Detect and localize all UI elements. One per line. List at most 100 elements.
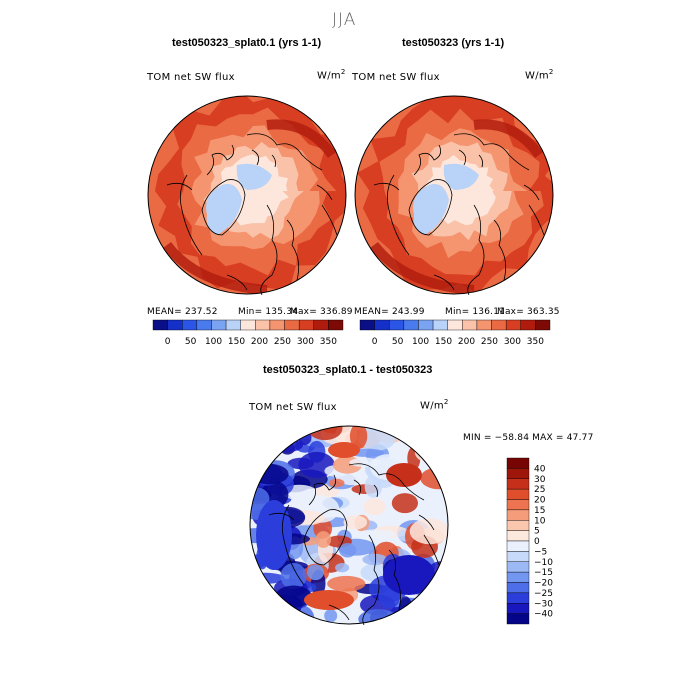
coastline [260, 204, 278, 295]
contour-blob [407, 614, 436, 623]
contour-blob [425, 431, 448, 450]
coastline [316, 184, 338, 236]
coastline [353, 479, 378, 498]
coastline [286, 219, 300, 281]
contour-blob [280, 563, 307, 590]
arctic-low-band [443, 163, 479, 190]
coastline [433, 274, 455, 291]
contour-blob [327, 575, 366, 592]
coastline [226, 274, 248, 291]
panel2-max: Max= 363.35 [497, 307, 560, 317]
map-boundary [354, 95, 554, 295]
coastline [251, 149, 276, 168]
contour-blob [250, 442, 273, 462]
coastline [493, 219, 507, 281]
positive-anomaly [386, 463, 422, 487]
colorbar-box [506, 592, 530, 604]
colorbar-tick-label: 40 [534, 464, 546, 474]
contour-blob [250, 584, 270, 596]
coastline [388, 549, 402, 611]
contour-blob [250, 602, 274, 614]
colorbar-tick-label: 50 [392, 337, 404, 347]
colorbar-box [535, 319, 551, 331]
coastlines [268, 463, 440, 625]
coastlines [373, 133, 545, 295]
positive-anomaly [328, 442, 360, 458]
coastline [467, 204, 485, 295]
contour-blob [427, 581, 448, 591]
colorbar-tick-label: 50 [185, 337, 197, 347]
colorbar-tick-label: 0 [534, 537, 540, 547]
contour-blob [252, 443, 281, 453]
colorbar-tick-label: 25 [534, 485, 545, 495]
coastline [523, 184, 545, 236]
colorbar-tick-label: −15 [534, 568, 553, 578]
colorbar-box [403, 319, 419, 331]
colorbar-box [313, 319, 329, 331]
colorbar-tick-label: 5 [534, 527, 540, 537]
contour-blob [250, 440, 265, 456]
colorbar-box [182, 319, 198, 331]
colorbar-tick-label: 350 [320, 337, 337, 347]
colorbar-box [506, 613, 530, 625]
panel2-mean: MEAN= 243.99 [354, 307, 425, 317]
colorbar-tick-label: 10 [534, 516, 546, 526]
coastline [408, 179, 453, 236]
colorbar-box [255, 319, 271, 331]
contour-blob [335, 563, 350, 573]
field-shading [148, 96, 346, 294]
map-boundary [147, 95, 347, 295]
colorbar-box [506, 530, 530, 542]
contour-blob [328, 478, 345, 488]
colorbar-box [506, 478, 530, 490]
diff-title: test050323_splat0.1 - test050323 [263, 364, 433, 376]
coastlines [166, 133, 338, 295]
contour-blob [362, 553, 388, 566]
colorbar-box [506, 571, 530, 583]
panel1-colorbar: 0 50 100 150 200 250 300 350 [152, 319, 344, 347]
colorbar-tick-label: 150 [435, 337, 452, 347]
negative-anomaly [256, 500, 292, 570]
colorbar-box [328, 319, 344, 331]
high-band [473, 119, 544, 159]
panel1-title: test050323_splat0.1 (yrs 1-1) [172, 37, 322, 49]
colorbar-tick-label: 200 [251, 337, 268, 347]
colorbar-box [374, 319, 390, 331]
contour-blob [429, 426, 448, 444]
colorbar-box [506, 457, 530, 469]
colorbar-box [506, 603, 530, 614]
coastline [268, 504, 305, 586]
contour-blob [339, 543, 357, 558]
greenland-low-band [206, 184, 242, 235]
colorbar-box [506, 540, 530, 552]
coastline [413, 144, 442, 176]
colorbar-tick-label: 0 [165, 337, 171, 347]
colorbar-tick-label: −30 [534, 599, 553, 609]
diff-map [249, 425, 449, 625]
high-band [370, 241, 475, 294]
colorbar-tick-label: 150 [228, 337, 245, 347]
colorbar-tick-label: 100 [205, 337, 222, 347]
panel1-mean: MEAN= 237.52 [147, 307, 218, 317]
colorbar-box [432, 319, 448, 331]
coastline [328, 604, 350, 621]
colorbar-box [211, 319, 227, 331]
panel1-units: W/m2 [317, 68, 346, 82]
colorbar-tick-label: −10 [534, 558, 553, 568]
colorbar-box [196, 319, 212, 331]
colorbar-box [167, 319, 183, 331]
greenland-low-band [413, 184, 449, 235]
colorbar-box [505, 319, 521, 331]
contour-blob [261, 426, 282, 443]
colorbar-box [225, 319, 241, 331]
positive-anomaly [304, 590, 354, 610]
colorbar-tick-label: 350 [527, 337, 544, 347]
colorbar-box [152, 319, 168, 331]
diff-variable-label: TOM net SW flux [249, 402, 337, 413]
contour-blob [363, 498, 386, 516]
coastline [308, 474, 337, 506]
contour-blob [420, 427, 435, 438]
colorbar-box [298, 319, 314, 331]
panel2-min: Min= 136.11 [445, 307, 506, 317]
coastline [373, 174, 410, 256]
